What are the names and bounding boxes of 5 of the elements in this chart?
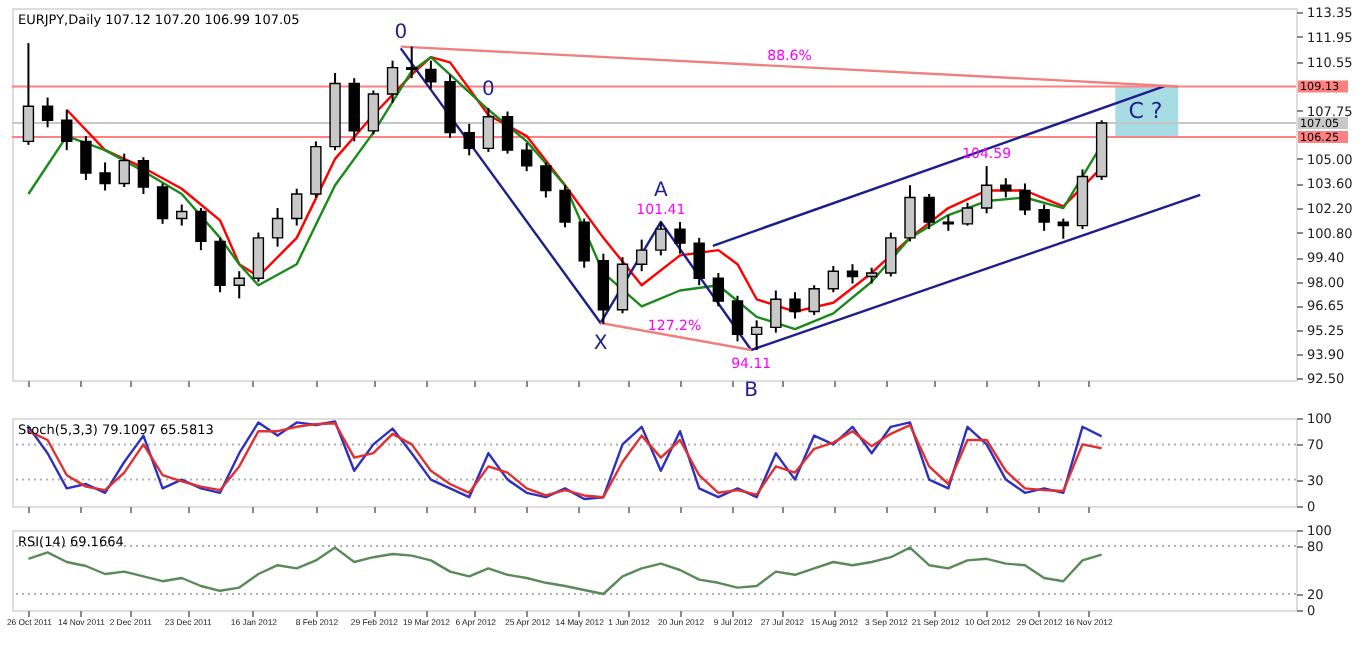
- annotation: A: [654, 179, 668, 202]
- annotation: C ?: [1128, 97, 1163, 124]
- annotation: 0: [394, 22, 408, 45]
- annotation: B: [744, 379, 759, 402]
- annotation: X: [593, 332, 608, 355]
